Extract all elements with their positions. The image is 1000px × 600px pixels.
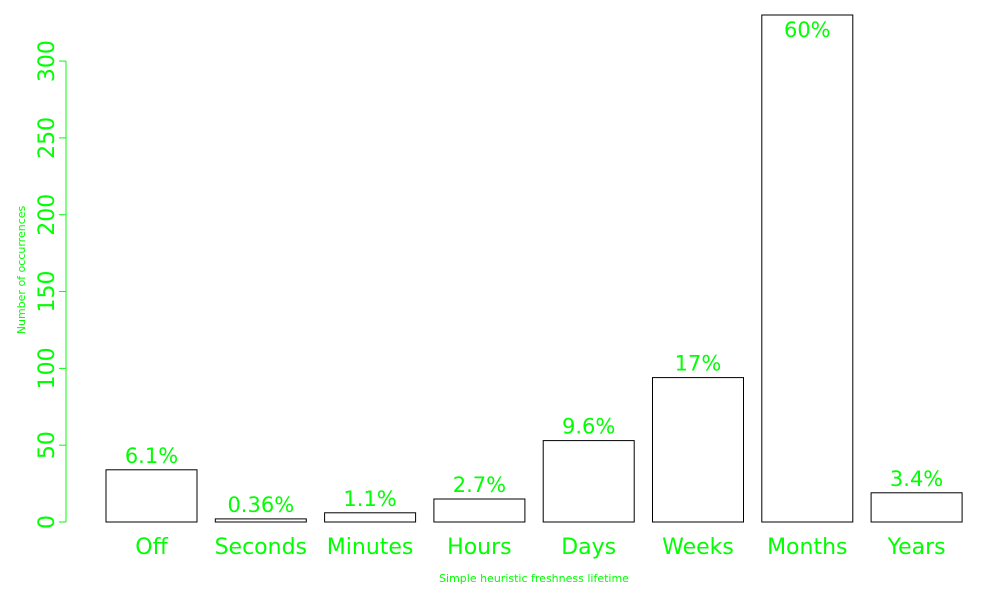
y-tick-label: 150 <box>35 271 60 313</box>
bar-days <box>542 440 635 523</box>
y-tick-label: 250 <box>35 117 60 159</box>
x-tick-label: Seconds <box>215 535 307 560</box>
x-tick-label: Years <box>887 535 946 560</box>
x-tick-label: Minutes <box>327 535 414 560</box>
bar-weeks <box>652 377 744 523</box>
bar-value-label: 6.1% <box>125 444 178 468</box>
bars-group <box>105 14 963 523</box>
x-tick-label: Weeks <box>662 535 734 560</box>
x-axis-title: Simple heuristic freshness lifetime <box>439 572 629 585</box>
y-tick-label: 50 <box>35 431 60 459</box>
y-axis: 0 50 100 150 200 250 300 <box>35 40 67 529</box>
y-axis-title: Number of occurrences <box>15 205 28 334</box>
bar-off <box>105 469 198 523</box>
bar-value-label: 17% <box>675 352 722 376</box>
x-tick-label: Hours <box>447 535 511 560</box>
y-tick-label: 200 <box>35 194 60 236</box>
bar-value-label: 9.6% <box>562 415 615 439</box>
bar-value-label: 0.36% <box>227 493 294 517</box>
bar-months <box>761 14 854 523</box>
bar-years <box>870 492 963 523</box>
bar-minutes <box>324 512 417 523</box>
x-tick-label: Days <box>561 535 616 560</box>
bar-value-label: 1.1% <box>343 487 396 511</box>
x-tick-label: Months <box>767 535 847 560</box>
y-tick-label: 0 <box>35 515 60 529</box>
x-tick-labels-group: Off Seconds Minutes Hours Days Weeks Months Yea… <box>135 535 945 560</box>
bar-hours <box>433 498 526 523</box>
x-tick-label: Off <box>135 535 168 560</box>
y-tick-label: 100 <box>35 347 60 389</box>
bar-value-label: 3.4% <box>890 467 943 491</box>
y-tick-label: 300 <box>35 40 60 82</box>
bar-labels-group: 6.1% 0.36% 1.1% 2.7% 9.6% 17% 60% 3.4% <box>125 18 943 517</box>
bar-value-label: 2.7% <box>453 473 506 497</box>
bar-seconds <box>214 518 307 523</box>
bar-value-label: 60% <box>784 18 831 42</box>
